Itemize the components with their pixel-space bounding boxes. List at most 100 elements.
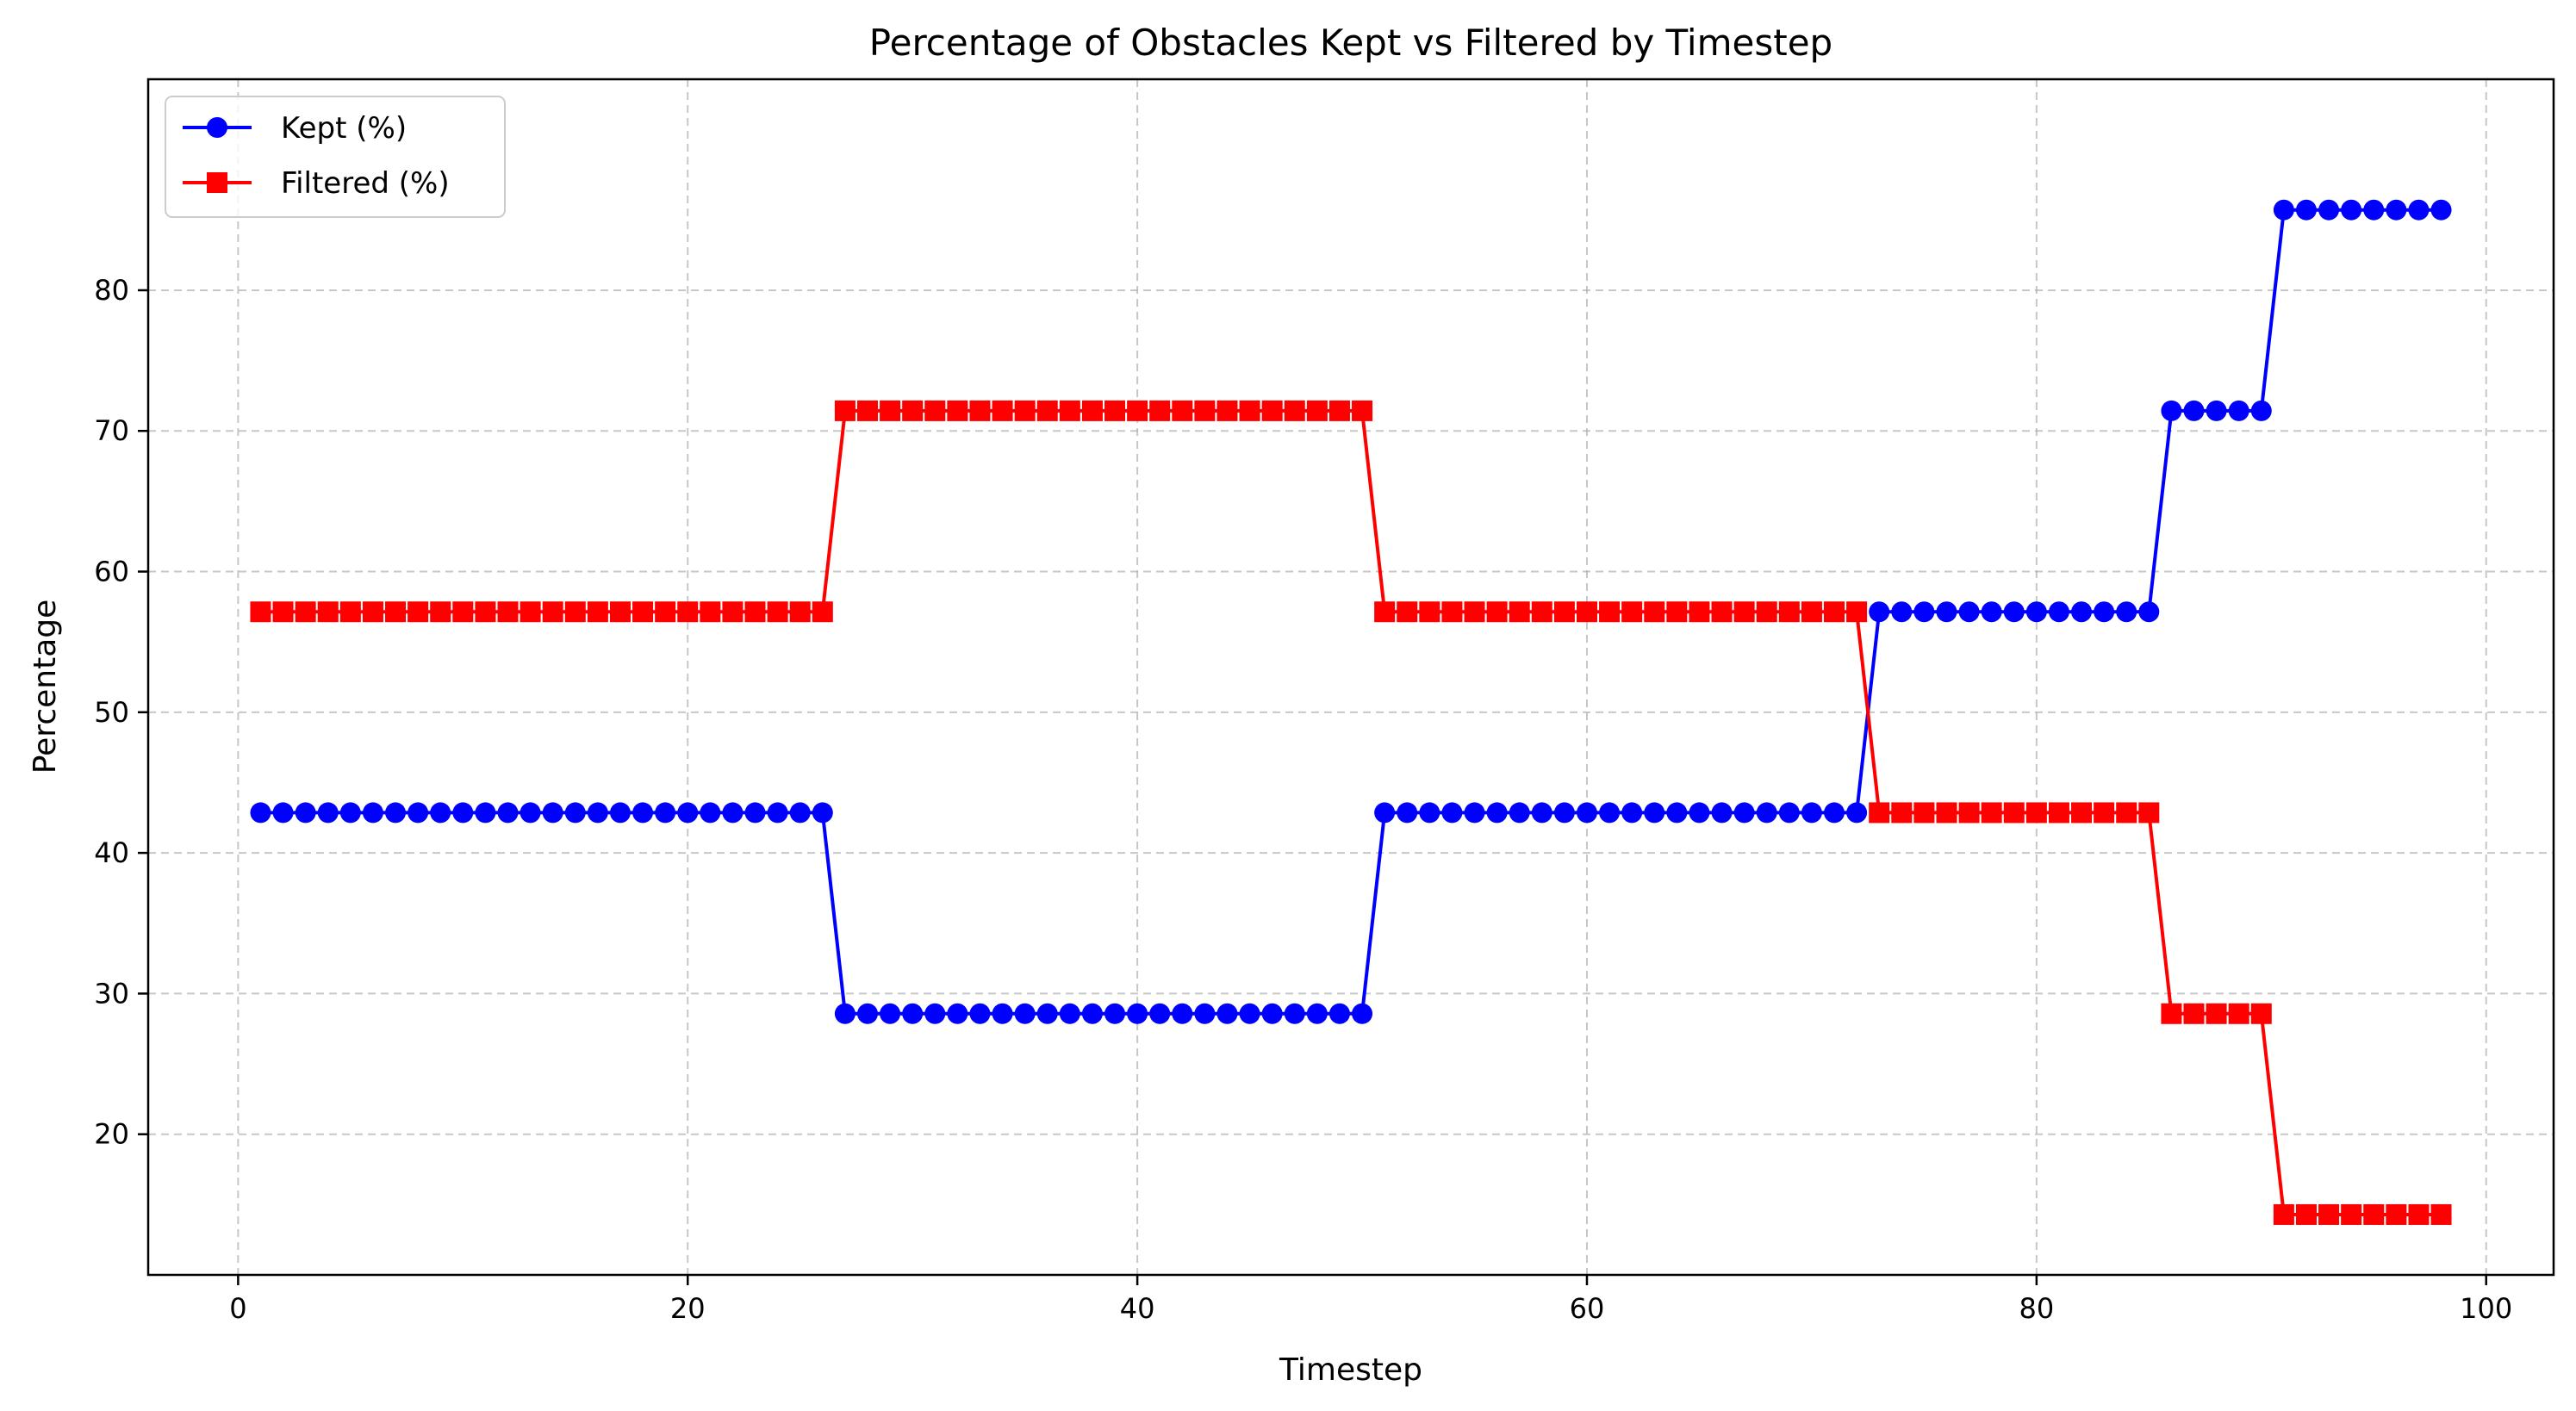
data-point: [947, 1003, 968, 1024]
data-point: [880, 1003, 901, 1024]
data-point: [587, 601, 608, 623]
data-point: [2273, 199, 2294, 221]
data-point: [1621, 802, 1643, 824]
data-point: [969, 1003, 991, 1024]
data-point: [2094, 601, 2115, 623]
data-point: [834, 400, 856, 421]
data-point: [1846, 601, 1868, 623]
data-point: [700, 601, 721, 623]
data-point: [542, 802, 563, 824]
data-point: [1172, 1003, 1193, 1024]
data-point: [1509, 802, 1530, 824]
data-point: [632, 802, 654, 824]
data-point: [475, 802, 496, 824]
data-point: [362, 601, 383, 623]
data-point: [1666, 802, 1688, 824]
data-point: [992, 1003, 1013, 1024]
legend-kept-marker: [207, 117, 227, 138]
data-point: [880, 400, 901, 421]
data-point: [497, 802, 519, 824]
data-point: [2408, 1203, 2430, 1225]
data-point: [2048, 601, 2069, 623]
data-point: [1261, 400, 1283, 421]
y-axis-label: Percentage: [28, 600, 63, 774]
data-point: [1869, 802, 1890, 824]
data-point: [947, 400, 968, 421]
data-point: [1374, 601, 1396, 623]
data-point: [2341, 1203, 2362, 1225]
data-point: [1261, 1003, 1283, 1024]
data-point: [1441, 802, 1463, 824]
data-point: [1531, 802, 1552, 824]
data-point: [1441, 601, 1463, 623]
data-point: [520, 601, 541, 623]
data-point: [1756, 802, 1777, 824]
data-point: [609, 601, 631, 623]
data-point: [408, 802, 429, 824]
data-point: [272, 802, 294, 824]
data-point: [475, 601, 496, 623]
series-kept: [250, 199, 2452, 1024]
data-point: [969, 400, 991, 421]
series-layer: [250, 199, 2452, 1225]
data-point: [272, 601, 294, 623]
data-point: [744, 802, 766, 824]
data-point: [1576, 601, 1597, 623]
legend-filtered-label: Filtered (%): [281, 166, 450, 201]
data-point: [2386, 1203, 2407, 1225]
x-tick-label: 20: [670, 1292, 706, 1325]
legend-filtered-marker: [207, 172, 227, 193]
data-point: [1081, 400, 1103, 421]
data-point: [767, 802, 788, 824]
data-point: [2116, 601, 2137, 623]
data-point: [295, 601, 316, 623]
data-point: [1239, 400, 1260, 421]
data-point: [1194, 1003, 1216, 1024]
data-point: [1981, 802, 2002, 824]
data-point: [317, 601, 339, 623]
data-point: [1397, 601, 1418, 623]
data-point: [1486, 802, 1508, 824]
data-point: [1531, 601, 1552, 623]
data-point: [1846, 802, 1868, 824]
data-point: [655, 802, 676, 824]
data-point: [1081, 1003, 1103, 1024]
data-point: [1284, 400, 1305, 421]
y-tick-label: 30: [94, 977, 129, 1010]
data-point: [2386, 199, 2407, 221]
data-point: [1284, 1003, 1305, 1024]
data-point: [834, 1003, 856, 1024]
data-point: [1059, 400, 1080, 421]
data-point: [1801, 802, 1822, 824]
data-point: [1553, 802, 1575, 824]
y-tick-label: 40: [94, 836, 129, 869]
data-point: [2318, 1203, 2340, 1225]
data-point: [295, 802, 316, 824]
data-point: [1644, 601, 1665, 623]
data-point: [677, 601, 699, 623]
data-point: [856, 1003, 878, 1024]
data-point: [2025, 601, 2047, 623]
data-point: [385, 802, 407, 824]
data-point: [2003, 601, 2025, 623]
data-point: [1419, 601, 1440, 623]
data-point: [1352, 400, 1373, 421]
x-tick-label: 60: [1570, 1292, 1605, 1325]
data-point: [339, 802, 361, 824]
chart-title: Percentage of Obstacles Kept vs Filtered…: [869, 22, 1832, 64]
data-point: [2206, 400, 2227, 421]
data-point: [1328, 1003, 1350, 1024]
data-point: [722, 601, 744, 623]
y-tick-label: 60: [94, 556, 129, 588]
data-point: [655, 601, 676, 623]
data-point: [2273, 1203, 2294, 1225]
data-point: [1036, 400, 1058, 421]
data-point: [587, 802, 608, 824]
data-point: [1801, 601, 1822, 623]
data-point: [2408, 199, 2430, 221]
data-point: [1306, 400, 1328, 421]
data-point: [1711, 802, 1733, 824]
series-filtered: [250, 400, 2452, 1225]
data-point: [1778, 601, 1800, 623]
x-tick-label: 80: [2019, 1292, 2054, 1325]
